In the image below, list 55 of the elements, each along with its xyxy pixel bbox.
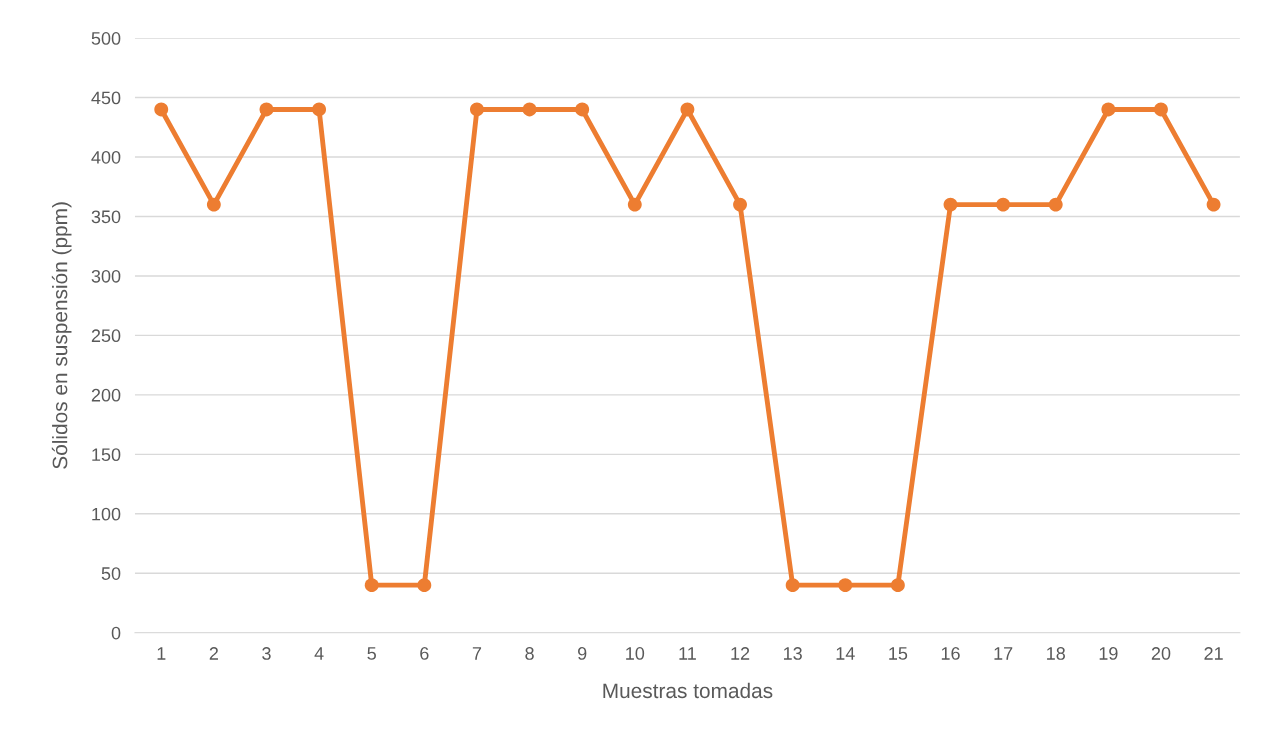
x-tick-label: 5 [367,647,376,660]
x-tick-label: 16 [941,647,960,660]
x-tick-label: 15 [889,647,908,660]
x-tick-label: 20 [1151,647,1171,660]
x-tick-label: 13 [783,647,802,660]
y-tick-label: 0 [111,626,121,640]
point [785,578,800,593]
point [259,102,274,117]
y-tick-label: 350 [91,210,121,224]
point [470,102,484,117]
point [312,102,327,117]
point [733,197,747,212]
x-tick-label: 17 [994,647,1013,660]
y-tick-label: 450 [91,91,121,105]
point [1048,197,1063,212]
y-tick-label: 50 [101,567,121,580]
y-tick-label: 100 [92,507,121,521]
point [1101,102,1116,117]
x-tick-label: 1 [157,647,166,660]
point [627,197,642,212]
y-tick-label: 250 [91,329,121,343]
y-tick-label: 400 [91,150,121,164]
x-tick-label: 6 [420,647,429,660]
x-axis-title: Muestras tomadas [603,682,773,699]
x-tick-label: 21 [1204,647,1223,660]
point [575,102,590,117]
x-tick-label: 11 [679,647,696,660]
point [154,102,169,117]
y-tick-label: 200 [91,388,121,402]
x-tick-label: 18 [1047,647,1065,660]
x-tick-label: 8 [525,647,534,660]
x-tick-label: 7 [472,647,482,660]
x-tick-label: 4 [314,647,324,660]
point [996,197,1011,212]
point [890,578,905,593]
point [1154,102,1168,117]
x-tick-label: 9 [578,647,587,660]
point [417,578,432,593]
point [1206,197,1221,212]
x-tick-label: 3 [262,647,271,660]
point [838,578,853,593]
y-tick-label: 150 [92,448,121,462]
point [364,578,379,593]
x-tick-label: 14 [836,647,855,660]
y-tick-label: 300 [91,269,121,283]
point [680,102,695,117]
x-tick-label: 10 [626,647,645,660]
y-tick-label: 500 [91,32,121,45]
point [943,197,958,212]
y-axis-title: Sólidos en suspensión (ppm) [51,202,72,469]
x-tick-label: 19 [1099,647,1118,660]
point [206,197,221,212]
point [522,102,537,117]
x-tick-label: 12 [731,647,750,660]
x-tick-label: 2 [209,647,218,660]
